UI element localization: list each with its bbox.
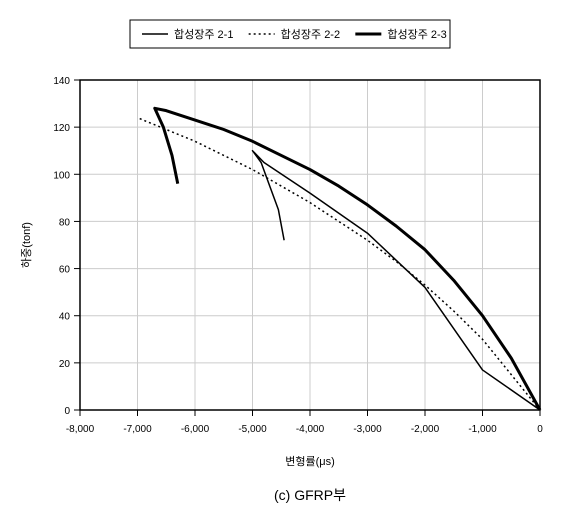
x-tick-label: -6,000 — [181, 424, 210, 435]
x-tick-label: 0 — [537, 424, 543, 435]
y-axis-label: 하중(tonf) — [19, 222, 33, 268]
x-tick-label: -7,000 — [123, 424, 152, 435]
legend-label: 합성장주 2-2 — [281, 28, 340, 41]
x-tick-label: -8,000 — [66, 424, 95, 435]
line-chart: -8,000 -7,000 -6,000 -5,000 -4,000 -3,000 -2,0… — [0, 0, 580, 526]
x-tick-label: -2,000 — [411, 424, 440, 435]
legend-label: 합성장주 2-3 — [387, 28, 446, 41]
x-axis-label: 변형률(μs) — [285, 455, 335, 468]
chart-container: -8,000 -7,000 -6,000 -5,000 -4,000 -3,000 -2,0… — [0, 0, 580, 526]
y-tick-label: 60 — [59, 265, 71, 276]
y-tick-label: 40 — [59, 312, 71, 323]
y-tick-label: 80 — [59, 217, 71, 228]
y-tick-label: 140 — [53, 76, 70, 87]
y-tick-label: 120 — [53, 123, 70, 134]
x-tick-label: -5,000 — [238, 424, 267, 435]
y-tick-label: 0 — [64, 406, 70, 417]
y-tick-label: 100 — [53, 170, 70, 181]
x-tick-label: -4,000 — [296, 424, 325, 435]
chart-caption: (c) GFRP부 — [274, 487, 346, 503]
x-tick-label: -1,000 — [468, 424, 497, 435]
y-tick-label: 20 — [59, 359, 71, 370]
legend-label: 합성장주 2-1 — [174, 28, 233, 41]
legend: 합성장주 2-1 합성장주 2-2 합성장주 2-3 — [130, 20, 450, 48]
x-tick-label: -3,000 — [353, 424, 382, 435]
